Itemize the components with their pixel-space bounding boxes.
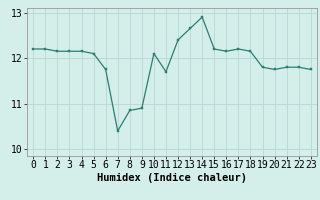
X-axis label: Humidex (Indice chaleur): Humidex (Indice chaleur) xyxy=(97,173,247,183)
